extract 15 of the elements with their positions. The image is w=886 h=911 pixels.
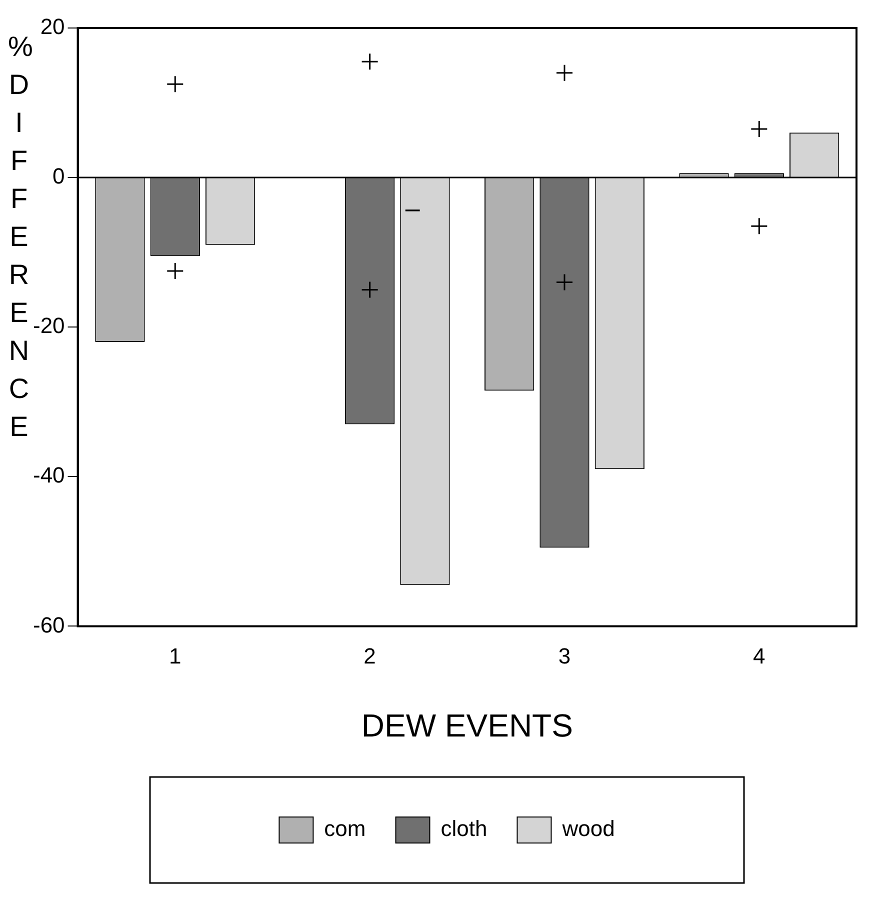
legend-label: com (324, 816, 366, 842)
text: % DIFFERENCE (8, 31, 33, 442)
legend-label: cloth (440, 816, 488, 842)
x-tick-label: 4 (753, 643, 766, 668)
x-axis-title: DEW EVENTS (361, 708, 573, 744)
y-tick-label: 0 (52, 164, 65, 189)
legend-label: wood (561, 816, 615, 842)
y-tick-label: -40 (33, 462, 65, 488)
y-tick-label: -20 (33, 313, 65, 338)
y-tick-label: -60 (33, 612, 65, 638)
annotation: – (405, 193, 420, 224)
x-tick-label: 3 (558, 643, 571, 668)
x-tick-label: 1 (169, 643, 182, 668)
x-tick-label: 2 (364, 643, 376, 668)
y-tick-label: 20 (40, 14, 65, 40)
